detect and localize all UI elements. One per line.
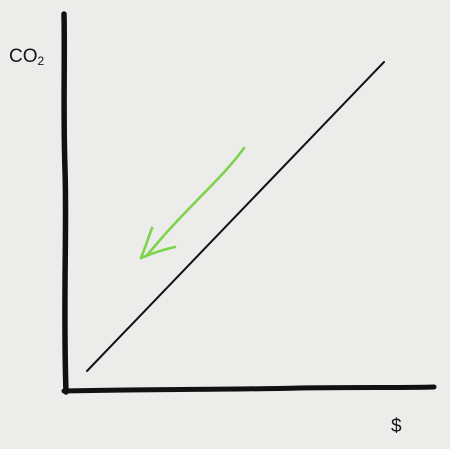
y-axis-label-subscript: 2: [38, 54, 45, 68]
trend-line: [87, 62, 384, 371]
x-axis-line: [64, 387, 434, 391]
x-axis-label: $: [391, 417, 402, 436]
green-arrow-icon: [141, 148, 244, 258]
y-axis-label-main: CO: [9, 46, 38, 67]
y-axis-label: CO2: [9, 47, 44, 67]
y-axis-line: [64, 14, 66, 392]
